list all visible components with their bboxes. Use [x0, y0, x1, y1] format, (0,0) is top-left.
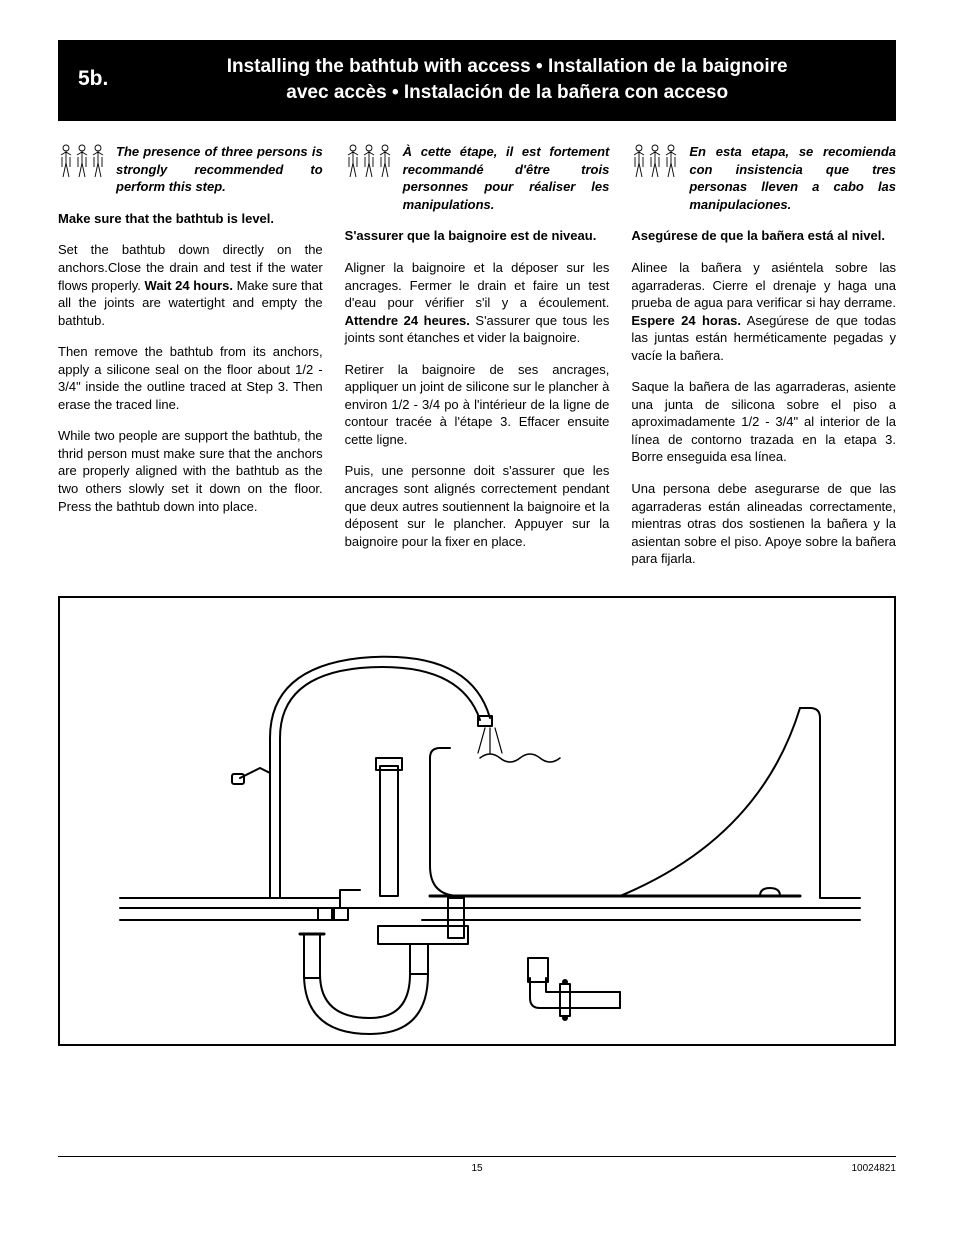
- paragraph-2: Then remove the bathtub from its anchors…: [58, 343, 323, 413]
- text-columns: The presence of three persons is strongl…: [58, 143, 896, 581]
- paragraph-1: Set the bathtub down directly on the anc…: [58, 241, 323, 329]
- page-footer: 15 10024821: [58, 1156, 896, 1178]
- three-persons-icon: [58, 143, 106, 192]
- bathtub-plumbing-illustration: [60, 598, 894, 1044]
- p1-a: Alinee la bañera y asiéntela sobre las a…: [631, 260, 896, 310]
- icon-note-text: À cette étape, il est fortement recomman…: [403, 143, 610, 213]
- column-es: En esta etapa, se recomienda con insiste…: [631, 143, 896, 581]
- p1-bold: Espere 24 horas.: [631, 313, 741, 328]
- icon-note-text: The presence of three persons is strongl…: [116, 143, 323, 196]
- paragraph-3: While two people are support the bathtub…: [58, 427, 323, 515]
- level-note: S'assurer que la baignoire est de niveau…: [345, 227, 610, 245]
- title-line-2: avec accès • Instalación de la bañera co…: [286, 82, 728, 103]
- p1-bold: Attendre 24 heures.: [345, 313, 470, 328]
- level-note: Make sure that the bathtub is level.: [58, 210, 323, 228]
- icon-note-row: En esta etapa, se recomienda con insiste…: [631, 143, 896, 213]
- icon-note-row: The presence of three persons is strongl…: [58, 143, 323, 196]
- paragraph-1: Aligner la baignoire et la déposer sur l…: [345, 259, 610, 347]
- page-number: 15: [471, 1163, 482, 1174]
- paragraph-3: Puis, une personne doit s'assurer que le…: [345, 462, 610, 550]
- level-note: Asegúrese de que la bañera está al nivel…: [631, 227, 896, 245]
- column-fr: À cette étape, il est fortement recomman…: [345, 143, 610, 581]
- three-persons-icon: [345, 143, 393, 192]
- paragraph-2: Retirer la baignoire de ses ancrages, ap…: [345, 361, 610, 449]
- installation-diagram: [58, 596, 896, 1046]
- section-title: Installing the bathtub with access • Ins…: [138, 54, 876, 105]
- paragraph-1: Alinee la bañera y asiéntela sobre las a…: [631, 259, 896, 364]
- page: 5b. Installing the bathtub with access •…: [0, 0, 954, 1208]
- section-header: 5b. Installing the bathtub with access •…: [58, 40, 896, 121]
- p1-a: Aligner la baignoire et la déposer sur l…: [345, 260, 610, 310]
- document-number: 10024821: [852, 1163, 897, 1174]
- p1-bold: Wait 24 hours.: [145, 278, 233, 293]
- icon-note-row: À cette étape, il est fortement recomman…: [345, 143, 610, 213]
- paragraph-3: Una persona debe asegurarse de que las a…: [631, 480, 896, 568]
- title-line-1: Installing the bathtub with access • Ins…: [227, 56, 788, 77]
- three-persons-icon: [631, 143, 679, 192]
- column-en: The presence of three persons is strongl…: [58, 143, 323, 581]
- paragraph-2: Saque la bañera de las agarraderas, asie…: [631, 378, 896, 466]
- step-number: 5b.: [78, 65, 108, 93]
- icon-note-text: En esta etapa, se recomienda con insiste…: [689, 143, 896, 213]
